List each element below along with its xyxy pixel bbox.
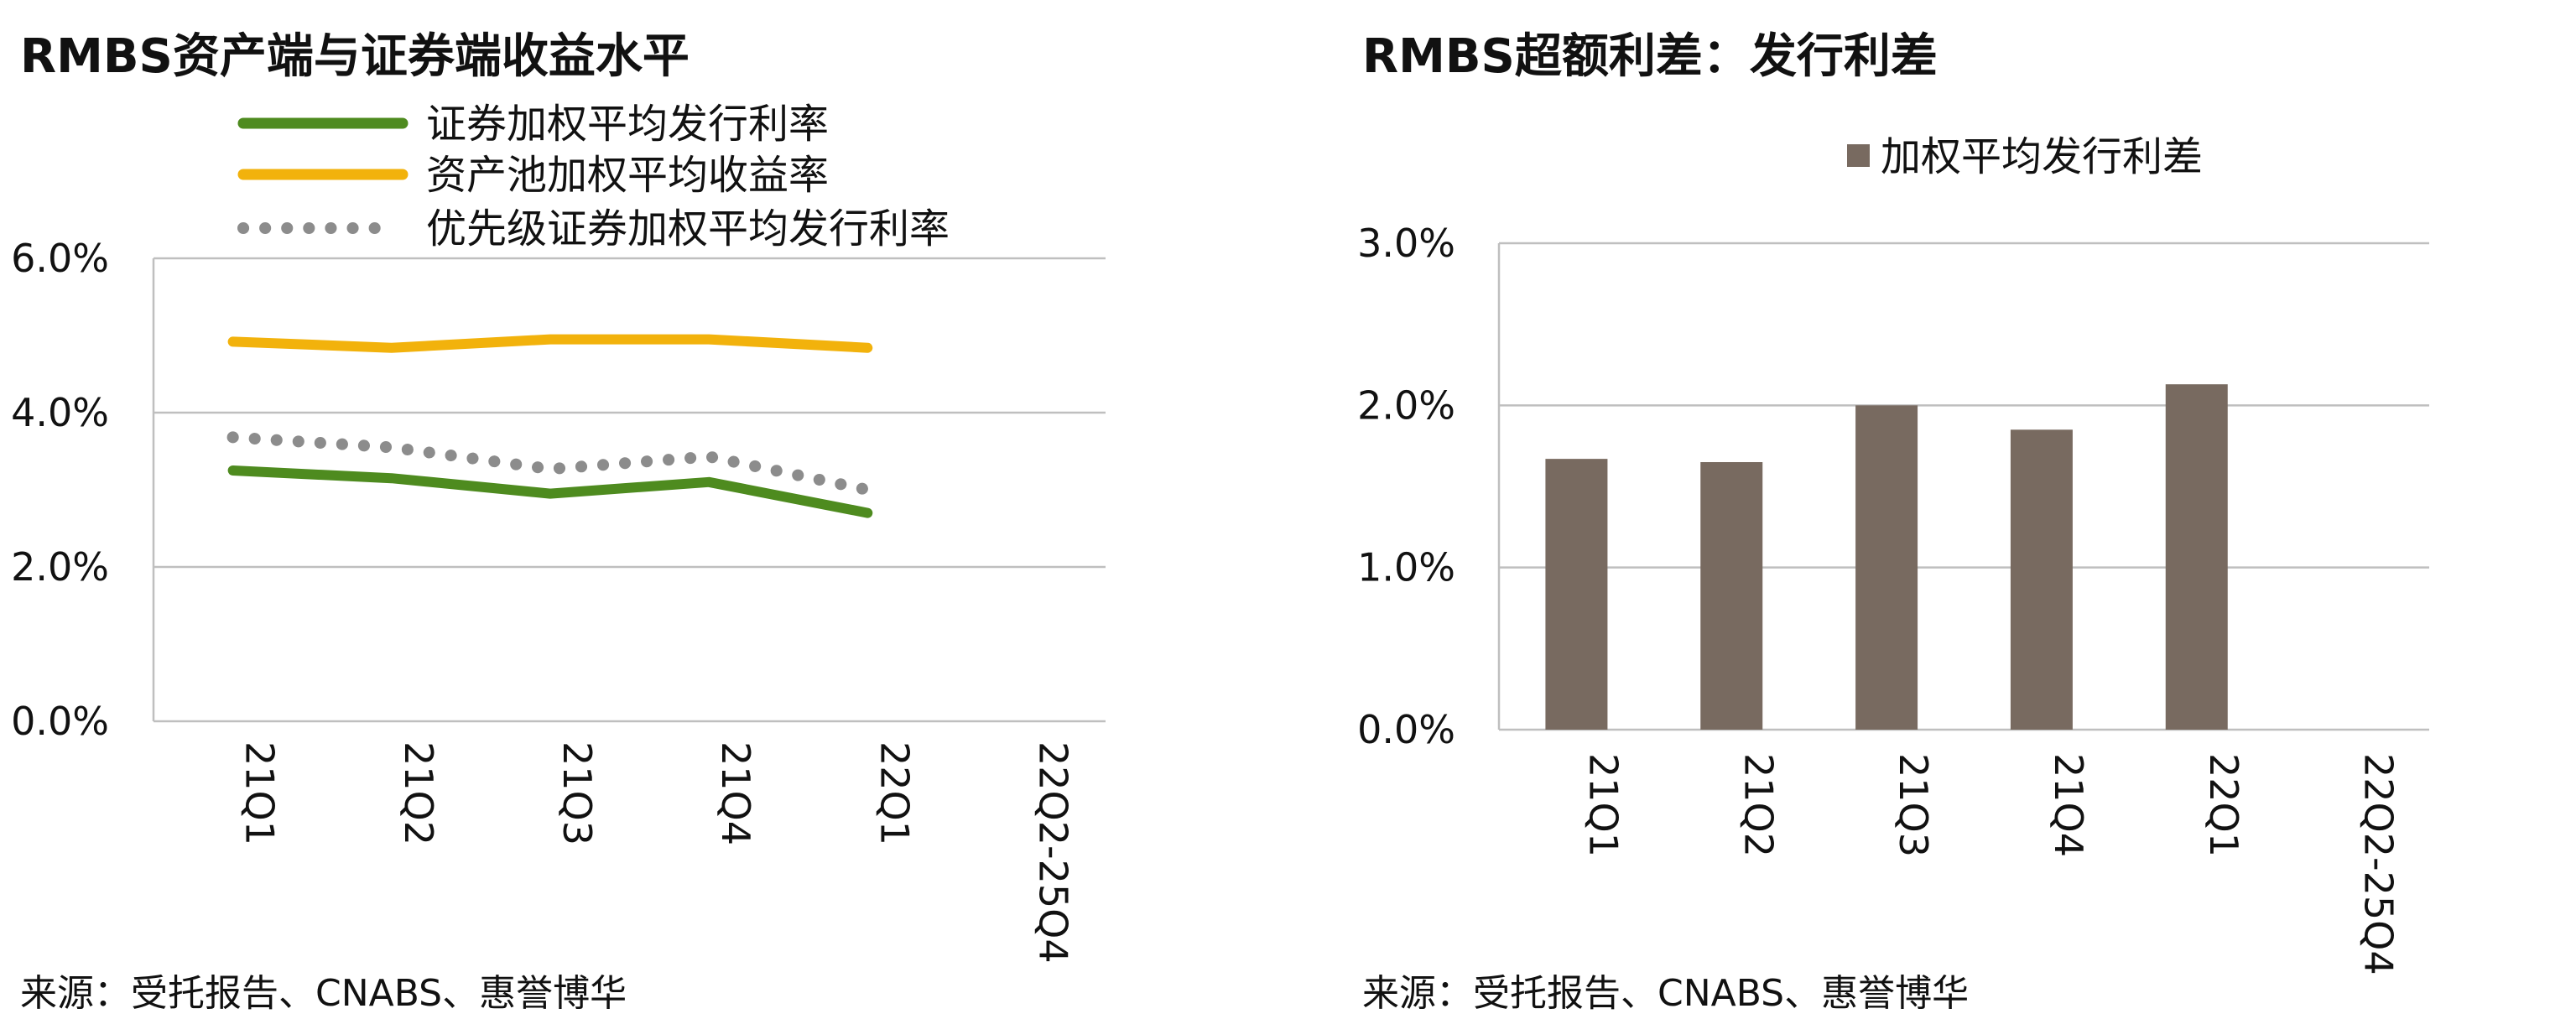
line-point <box>867 347 868 348</box>
line-point <box>232 437 233 438</box>
line-chart: 0.0% 2.0% 4.0% 6.0% 21Q1 21Q2 21Q3 21Q4 22Q1 22Q… <box>11 101 1106 964</box>
line-point <box>867 490 868 491</box>
line-point <box>709 339 710 340</box>
line-legend-label: 证券加权平均发行利率 <box>426 101 829 148</box>
line-chart-title: RMBS资产端与证券端收益水平 <box>20 29 690 84</box>
line-series-3 <box>226 431 874 496</box>
line-legend-label: 资产池加权平均收益率 <box>426 152 829 199</box>
line-point <box>391 478 392 479</box>
line-series-2 <box>227 334 873 353</box>
bar-legend-item: 加权平均发行利差 <box>1847 133 2203 180</box>
bar-chart-y-tick: 2.0% <box>1357 382 1455 428</box>
bar-chart-x-tick: 21Q3 <box>1891 753 1936 857</box>
bar-chart-bars <box>1545 384 2228 730</box>
line-point <box>709 481 710 482</box>
bar-chart-x-tick: 21Q1 <box>1580 753 1626 857</box>
bar-legend-label: 加权平均发行利差 <box>1881 133 2203 180</box>
line-chart-y-axis: 0.0% 2.0% 4.0% 6.0% <box>11 236 109 744</box>
bar-chart-x-tick: 21Q2 <box>1736 753 1781 857</box>
line-legend-label: 优先级证券加权平均发行利率 <box>426 205 950 252</box>
bar-chart-y-tick: 1.0% <box>1357 545 1455 590</box>
line-chart-x-tick: 21Q3 <box>554 741 600 845</box>
line-chart-x-tick: 21Q2 <box>396 741 441 845</box>
line-point <box>232 341 233 342</box>
bar-chart-y-axis: 0.0% 1.0% 2.0% 3.0% <box>1357 221 1455 752</box>
line-chart-series <box>226 334 874 518</box>
line-point <box>391 447 392 448</box>
line-legend-item: 优先级证券加权平均发行利率 <box>237 205 950 252</box>
line-point <box>391 347 392 348</box>
line-point <box>549 469 550 470</box>
line-chart-x-tick: 21Q4 <box>713 741 758 845</box>
bar-22Q1 <box>2165 384 2228 730</box>
line-chart-x-axis: 21Q1 21Q2 21Q3 21Q4 22Q1 22Q2-25Q4 <box>237 741 1076 964</box>
line-point <box>549 339 550 340</box>
line-chart-y-tick: 0.0% <box>11 699 109 744</box>
bar-legend-swatch <box>1847 144 1870 167</box>
bar-chart-gridlines <box>1497 242 2429 731</box>
line-chart-x-tick: 22Q1 <box>872 741 917 845</box>
bar-21Q2 <box>1700 462 1763 730</box>
line-chart-x-tick: 22Q2-25Q4 <box>1030 741 1075 964</box>
line-chart-y-tick: 6.0% <box>11 236 109 281</box>
bar-chart-panel: RMBS超额利差：发行利差 0.0% 1.0% 2.0% 3.0% 21Q1 21Q2 2… <box>1325 0 2576 1019</box>
bar-chart-source: 来源：受托报告、CNABS、惠誉博华 <box>1362 972 1970 1015</box>
line-point <box>549 493 550 494</box>
bar-chart-x-tick: 22Q1 <box>2201 753 2246 857</box>
line-legend-item: 证券加权平均发行利率 <box>237 101 829 148</box>
bar-chart-x-tick: 21Q4 <box>2046 753 2091 857</box>
bar-21Q4 <box>2010 429 2073 730</box>
line-chart-source: 来源：受托报告、CNABS、惠誉博华 <box>20 972 627 1015</box>
bar-chart-y-tick: 3.0% <box>1357 221 1455 266</box>
bar-chart-title: RMBS超额利差：发行利差 <box>1362 29 1938 84</box>
line-chart-gridlines <box>152 257 1106 723</box>
line-chart-panel: RMBS资产端与证券端收益水平 0.0% 2.0% 4.0% 6.0% 21Q1 21Q… <box>0 0 1258 1019</box>
bar-21Q1 <box>1545 459 1608 730</box>
line-chart-x-tick: 21Q1 <box>237 741 283 845</box>
line-chart-y-tick: 4.0% <box>11 390 109 435</box>
bar-chart: 0.0% 1.0% 2.0% 3.0% 21Q1 21Q2 21Q3 21Q4 22Q1 22Q… <box>1357 133 2429 975</box>
bar-chart-legend: 加权平均发行利差 <box>1847 133 2203 180</box>
bar-chart-y-tick: 0.0% <box>1357 707 1455 752</box>
line-series-1 <box>227 465 873 518</box>
line-point <box>867 512 868 513</box>
bar-chart-x-axis: 21Q1 21Q2 21Q3 21Q4 22Q1 22Q2-25Q4 <box>1580 753 2401 975</box>
bar-21Q3 <box>1855 405 1918 730</box>
line-legend-item: 资产池加权平均收益率 <box>237 152 829 199</box>
bar-chart-x-tick: 22Q2-25Q4 <box>2356 753 2402 975</box>
line-chart-y-tick: 2.0% <box>11 544 109 590</box>
line-point <box>709 456 710 457</box>
